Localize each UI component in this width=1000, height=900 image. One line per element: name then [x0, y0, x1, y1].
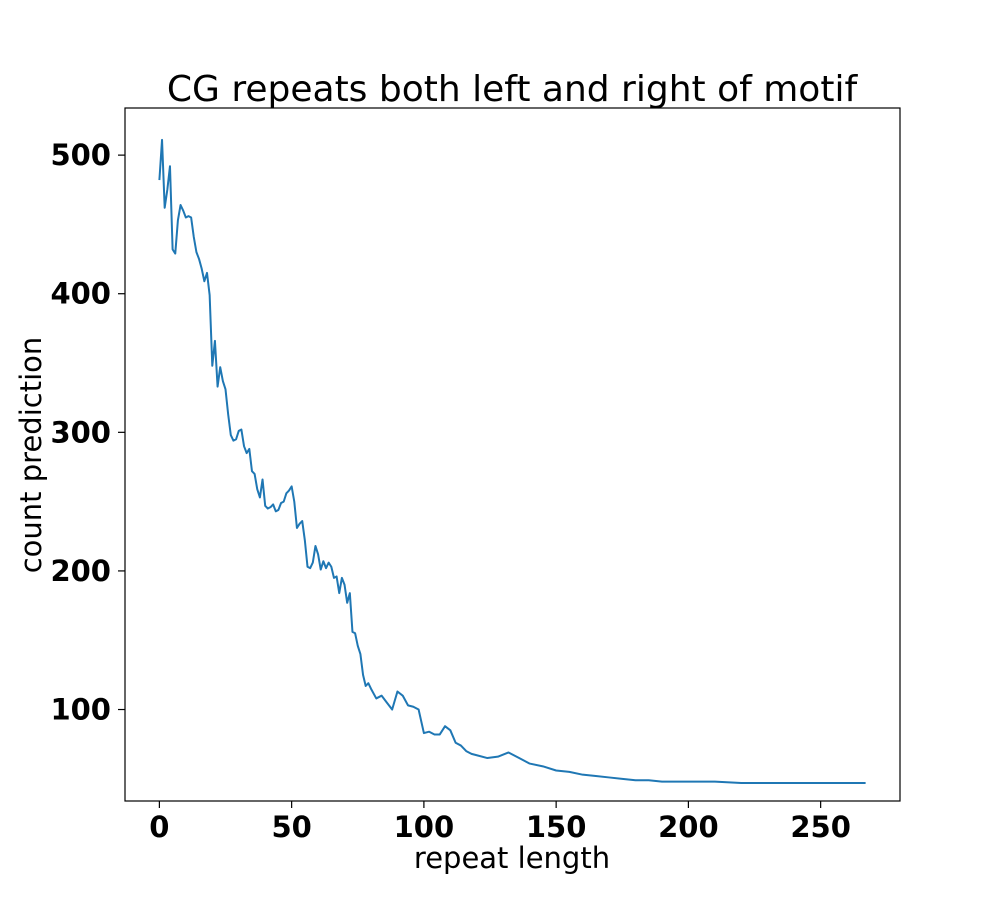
- x-axis: 0 50 100 150 200 250: [149, 801, 851, 844]
- x-axis-label: repeat length: [414, 841, 610, 875]
- y-axis-label: count prediction: [14, 337, 48, 574]
- x-tick-label: 250: [790, 810, 851, 844]
- chart-title: CG repeats both left and right of motif: [167, 69, 859, 110]
- x-tick-label: 150: [526, 810, 587, 844]
- y-tick-label: 300: [50, 415, 111, 449]
- y-tick-label: 100: [50, 693, 111, 727]
- y-tick-label: 400: [50, 277, 111, 311]
- series-line: [158, 138, 866, 784]
- x-tick-label: 0: [149, 810, 169, 844]
- x-tick-label: 50: [271, 810, 311, 844]
- y-axis: 100 200 300 400 500: [50, 138, 125, 727]
- y-tick-label: 500: [50, 138, 111, 172]
- y-tick-label: 200: [50, 554, 111, 588]
- plot-area: [124, 107, 901, 802]
- x-tick-label: 100: [394, 810, 455, 844]
- x-tick-label: 200: [658, 810, 719, 844]
